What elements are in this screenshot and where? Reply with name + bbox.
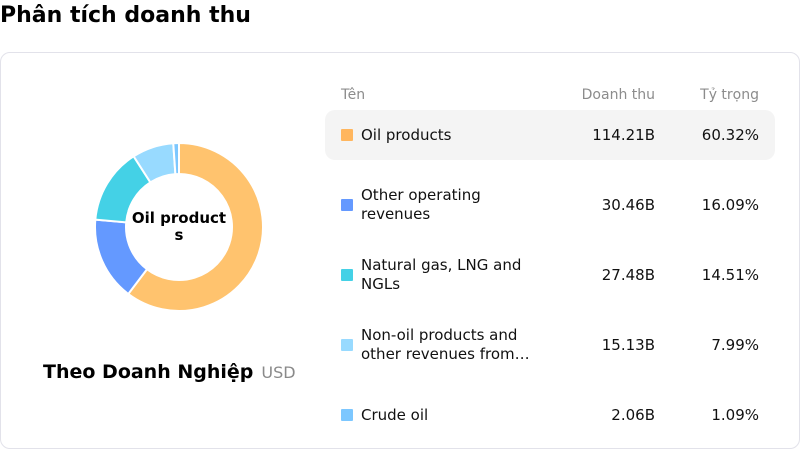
row-share: 7.99%	[711, 336, 759, 354]
legend-swatch-icon	[341, 199, 353, 211]
donut-segment[interactable]	[126, 142, 264, 312]
legend-swatch-icon	[341, 129, 353, 141]
row-share: 60.32%	[701, 126, 759, 144]
row-revenue: 15.13B	[601, 336, 655, 354]
table-body: Oil products 114.21B 60.32% Other operat…	[325, 110, 775, 440]
chart-group-title: Theo Doanh Nghiệp USD	[43, 361, 296, 383]
row-name: Natural gas, LNG and NGLs	[361, 256, 522, 293]
row-name: Crude oil	[361, 405, 429, 424]
row-share: 16.09%	[701, 196, 759, 214]
row-share: 14.51%	[701, 266, 759, 284]
row-revenue: 27.48B	[601, 266, 655, 284]
table-row[interactable]: Crude oil 2.06B 1.09%	[325, 390, 775, 440]
table-row[interactable]: Natural gas, LNG and NGLs 27.48B 14.51%	[325, 250, 775, 300]
page-title: Phân tích doanh thu	[0, 3, 251, 28]
row-revenue: 30.46B	[601, 196, 655, 214]
header-revenue: Doanh thu	[581, 87, 655, 103]
row-name: Other operating revenues	[361, 186, 481, 223]
row-name: Oil products	[361, 125, 452, 144]
legend-swatch-icon	[341, 339, 353, 351]
table-row[interactable]: Other operating revenues 30.46B 16.09%	[325, 180, 775, 230]
row-share: 1.09%	[711, 406, 759, 424]
row-revenue: 114.21B	[592, 126, 655, 144]
header-share: Tỷ trọng	[700, 87, 759, 103]
table-row[interactable]: Oil products 114.21B 60.32%	[325, 110, 775, 160]
revenue-donut-chart: Oil products	[94, 142, 264, 312]
legend-swatch-icon	[341, 409, 353, 421]
group-title-text: Theo Doanh Nghiệp	[43, 361, 254, 383]
revenue-table: Tên Doanh thu Tỷ trọng Oil products 114.…	[325, 80, 775, 460]
table-row[interactable]: Non-oil products and other revenues from…	[325, 320, 775, 370]
row-revenue: 2.06B	[611, 406, 655, 424]
row-name: Non-oil products and other revenues from…	[361, 326, 530, 363]
currency-unit: USD	[261, 363, 296, 382]
donut-svg	[94, 142, 264, 312]
legend-swatch-icon	[341, 269, 353, 281]
table-header: Tên Doanh thu Tỷ trọng	[325, 80, 775, 110]
donut-segment[interactable]	[172, 142, 180, 176]
header-name: Tên	[341, 87, 366, 103]
